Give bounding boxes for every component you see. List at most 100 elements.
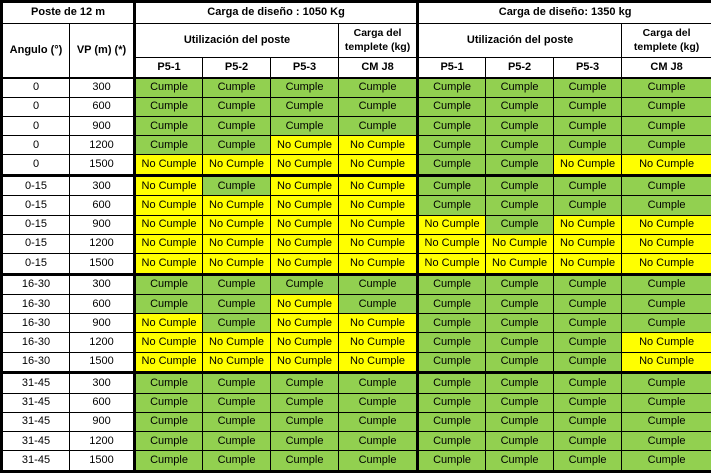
- result-cell: Cumple: [553, 77, 623, 98]
- col-header-p5-2-1050: P5-2: [202, 57, 272, 79]
- result-cell: Cumple: [485, 431, 555, 452]
- result-cell: Cumple: [485, 135, 555, 156]
- templete-header-1350: Carga del templete (kg): [621, 23, 711, 58]
- vp-cell: 900: [68, 214, 136, 235]
- result-cell: Cumple: [338, 450, 419, 472]
- table-row: 0-15 1200 No Cumple No Cumple No Cumple No Cu…: [1, 233, 711, 255]
- table-row: 31-45 300 Cumple Cumple Cumple Cumple Cumple Cu…: [1, 371, 711, 394]
- result-cell: Cumple: [338, 272, 419, 296]
- result-cell: Cumple: [338, 392, 419, 413]
- result-cell: Cumple: [485, 450, 555, 472]
- vp-cell: 600: [68, 195, 136, 216]
- angle-cell: 0-15: [1, 195, 70, 216]
- pole-title: Poste de 12 m: [0, 1, 136, 24]
- result-cell: Cumple: [133, 135, 204, 156]
- result-cell: Cumple: [416, 332, 487, 353]
- result-cell: Cumple: [485, 116, 555, 137]
- result-cell: Cumple: [485, 313, 555, 334]
- table-row: 0 900 Cumple Cumple Cumple Cumple Cumple Cumple…: [1, 116, 711, 137]
- table-row: 31-45 900 Cumple Cumple Cumple Cumple Cumple Cu…: [1, 411, 711, 433]
- result-cell: Cumple: [416, 173, 487, 197]
- result-cell: Cumple: [416, 154, 487, 176]
- result-cell: Cumple: [133, 411, 204, 433]
- result-cell: Cumple: [553, 351, 623, 374]
- vp-cell: 600: [68, 96, 136, 118]
- result-cell: No Cumple: [621, 332, 711, 353]
- table-row: 0 1500 No Cumple No Cumple No Cumple No Cumpl…: [1, 154, 711, 176]
- vp-cell: 600: [68, 392, 136, 413]
- result-cell: Cumple: [553, 313, 623, 334]
- table-row: 0-15 600 No Cumple No Cumple No Cumple No Cum…: [1, 195, 711, 216]
- result-cell: Cumple: [270, 450, 340, 472]
- angle-cell: 16-30: [1, 313, 70, 334]
- design-load-title-1350: Carga de diseño: 1350 kg: [416, 1, 711, 24]
- result-cell: Cumple: [270, 77, 340, 98]
- result-cell: Cumple: [485, 294, 555, 315]
- result-cell: Cumple: [485, 154, 555, 176]
- col-header-p5-1-1350: P5-1: [416, 57, 487, 79]
- result-cell: Cumple: [202, 294, 272, 315]
- vp-cell: 900: [68, 313, 136, 334]
- table-row: 31-45 1200 Cumple Cumple Cumple Cumple Cumple C…: [1, 431, 711, 452]
- vp-cell: 1500: [68, 253, 136, 275]
- result-cell: No Cumple: [270, 214, 340, 235]
- result-cell: No Cumple: [338, 173, 419, 197]
- result-cell: No Cumple: [338, 351, 419, 374]
- result-cell: No Cumple: [202, 214, 272, 235]
- result-cell: No Cumple: [416, 233, 487, 255]
- result-cell: Cumple: [202, 116, 272, 137]
- result-cell: Cumple: [133, 450, 204, 472]
- result-cell: No Cumple: [270, 154, 340, 176]
- result-cell: No Cumple: [553, 253, 623, 275]
- result-cell: Cumple: [485, 96, 555, 118]
- result-cell: Cumple: [485, 77, 555, 98]
- result-cell: Cumple: [416, 294, 487, 315]
- result-cell: No Cumple: [133, 214, 204, 235]
- vp-cell: 1200: [68, 233, 136, 255]
- result-cell: Cumple: [621, 431, 711, 452]
- header-row-groups: Angulo (°) VP (m) (*) Utilización del po…: [1, 23, 711, 79]
- result-cell: No Cumple: [270, 233, 340, 255]
- result-cell: Cumple: [553, 450, 623, 472]
- vp-cell: 1500: [68, 450, 136, 472]
- result-cell: Cumple: [416, 135, 487, 156]
- vp-cell: 300: [68, 272, 136, 296]
- result-cell: Cumple: [485, 195, 555, 216]
- result-cell: No Cumple: [338, 253, 419, 275]
- result-cell: Cumple: [485, 214, 555, 235]
- angle-cell: 16-30: [1, 294, 70, 315]
- vp-cell: 1500: [68, 351, 136, 374]
- result-cell: No Cumple: [553, 154, 623, 176]
- result-cell: No Cumple: [270, 332, 340, 353]
- result-cell: No Cumple: [270, 351, 340, 374]
- result-cell: No Cumple: [133, 233, 204, 255]
- col-header-p5-1-1050: P5-1: [133, 57, 204, 79]
- result-cell: No Cumple: [270, 313, 340, 334]
- result-cell: Cumple: [621, 173, 711, 197]
- result-cell: No Cumple: [485, 233, 555, 255]
- angle-cell: 0-15: [1, 214, 70, 235]
- result-cell: Cumple: [416, 116, 487, 137]
- result-cell: No Cumple: [133, 313, 204, 334]
- result-cell: Cumple: [270, 411, 340, 433]
- table-row: 16-30 600 Cumple Cumple No Cumple Cumple Cumpl…: [1, 294, 711, 315]
- result-cell: Cumple: [621, 450, 711, 472]
- result-cell: Cumple: [133, 431, 204, 452]
- result-cell: Cumple: [485, 411, 555, 433]
- result-cell: Cumple: [202, 392, 272, 413]
- result-cell: No Cumple: [338, 233, 419, 255]
- result-cell: Cumple: [270, 392, 340, 413]
- header-row-columns: P5-1 P5-2 P5-3 CM J8 P5-1 P5-2 P5-3 CM J…: [2, 57, 711, 79]
- result-cell: No Cumple: [133, 154, 204, 176]
- result-cell: Cumple: [338, 411, 419, 433]
- angle-cell: 0: [1, 116, 70, 137]
- result-cell: No Cumple: [133, 351, 204, 374]
- result-cell: No Cumple: [553, 214, 623, 235]
- col-header-p5-3-1350: P5-3: [553, 57, 623, 79]
- result-cell: Cumple: [202, 96, 272, 118]
- result-cell: No Cumple: [270, 195, 340, 216]
- result-cell: No Cumple: [202, 253, 272, 275]
- result-cell: Cumple: [202, 313, 272, 334]
- result-cell: Cumple: [553, 392, 623, 413]
- result-cell: Cumple: [553, 135, 623, 156]
